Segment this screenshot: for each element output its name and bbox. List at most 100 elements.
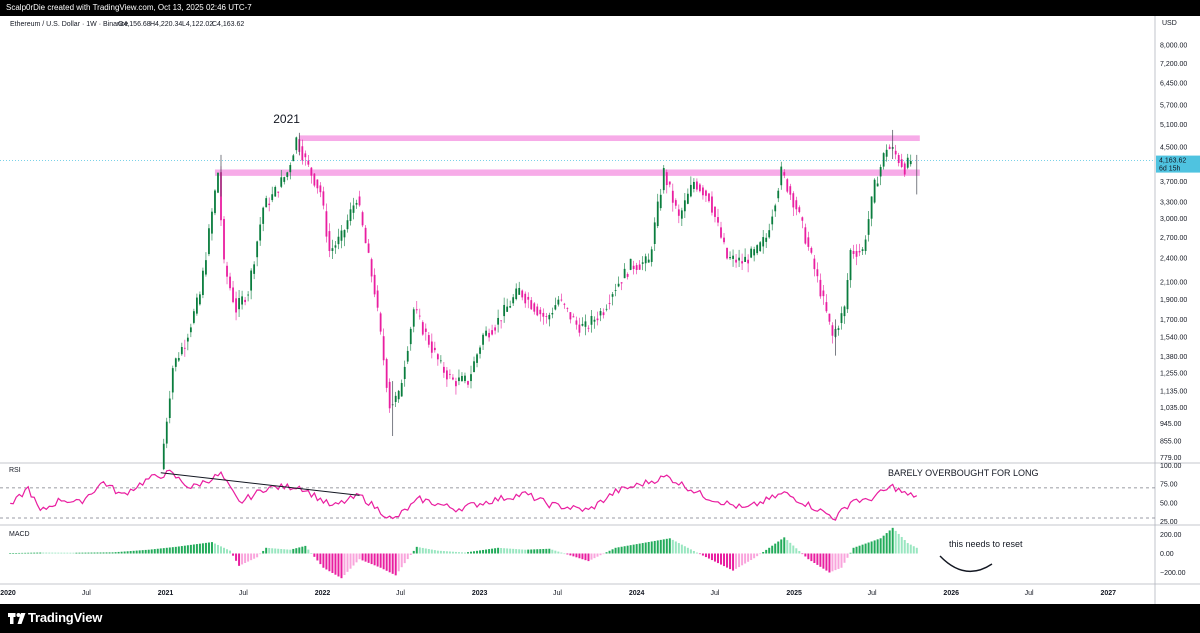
candle-body [650,249,653,262]
macd-bar [171,547,174,554]
macd-bar [241,553,244,565]
macd-bar [512,548,515,554]
macd-annotation: this needs to reset [949,539,1023,549]
macd-bar [780,539,783,554]
candle-body [232,287,234,303]
time-tick-label: Jul [1025,590,1034,597]
candle-body [635,265,638,270]
macd-bar [304,545,307,554]
macd-bar [759,553,762,555]
macd-bar [701,553,704,556]
macd-bar [810,553,813,562]
macd-bar [584,553,587,561]
macd-bar [611,549,614,554]
macd-bar [608,550,611,554]
macd-bar [524,549,527,554]
price-tick-label: 8,000.00 [1160,42,1187,49]
candle-body [406,350,409,362]
price-tick-label: 5,100.00 [1160,122,1187,129]
candle-body [259,224,262,241]
macd-bar [542,548,545,554]
macd-bar [641,543,644,554]
candle-body [674,200,677,206]
candle-body [726,247,728,259]
ohlc-high: H4,220.34 [150,21,182,28]
macd-bar [141,550,144,554]
chart-area[interactable]: 8,000.00 7,200.00 6,450.00 5,700.00 5,100.00… [0,16,1200,604]
candle-body [714,206,716,217]
macd-bar [319,553,322,565]
candle-body [608,302,611,304]
macd-bar [325,553,328,570]
time-tick-label: 2022 [315,590,331,597]
candle-body [412,309,415,327]
macd-bar [674,541,677,554]
candle-body [723,237,725,243]
price-candles [0,129,1155,471]
candle-body [174,358,177,367]
macd-bar [888,530,891,554]
macd-bar [162,548,165,554]
macd-bar [280,548,283,554]
candle-body [545,316,548,317]
macd-bar [473,551,476,554]
macd-bar [21,552,24,554]
candle-body [828,313,831,322]
macd-bar [509,548,512,554]
candle-body [304,153,307,158]
candle-body [596,318,599,321]
macd-bar [563,553,566,555]
macd-bar [870,541,873,554]
macd-bar [545,548,548,554]
candle-body [473,361,475,372]
macd-bar [557,551,560,554]
candle-body [189,327,192,333]
macd-bar [849,552,852,554]
macd-bar [36,552,39,554]
macd-bar [807,553,810,560]
macd-bar [795,548,798,554]
candle-body [590,315,593,325]
candle-body [286,172,289,178]
macd-bar [421,547,424,554]
macd-bar [798,551,801,554]
macd-bar [626,545,629,554]
macd-bar [614,547,617,554]
candle-body [388,381,391,409]
price-tick-label: 2,100.00 [1160,279,1187,286]
candle-body [340,230,343,241]
candle-body [202,270,204,296]
macd-bar [159,548,162,554]
macd-bar [566,553,569,555]
macd-bar [488,549,491,554]
candle-body [256,241,259,258]
candle-body [424,328,427,332]
candle-body [620,282,623,284]
macd-bar [662,539,665,554]
candle-body [283,177,286,182]
tradingview-logo-icon [8,613,26,624]
candle-body [470,374,472,382]
macd-bar [689,549,692,554]
macd-tick-label: −200.00 [1160,570,1186,577]
candle-body [894,150,897,155]
macd-bar [364,553,367,562]
candle-body [846,280,849,310]
macd-bar [337,553,340,577]
candle-body [352,205,355,213]
macd-bar [783,537,786,554]
candle-body [750,248,753,258]
candle-body [888,146,891,149]
candle-body [485,330,487,336]
macd-bar [506,548,509,554]
candle-body [548,314,551,320]
macd-bar [894,530,897,554]
candle-body [292,155,295,162]
macd-bar [292,548,295,554]
macd-bar [768,547,771,554]
candle-body [813,258,816,270]
macd-bar [129,551,132,554]
macd-bar [876,539,879,554]
zone-resistance [299,135,920,142]
candle-body [795,200,798,210]
